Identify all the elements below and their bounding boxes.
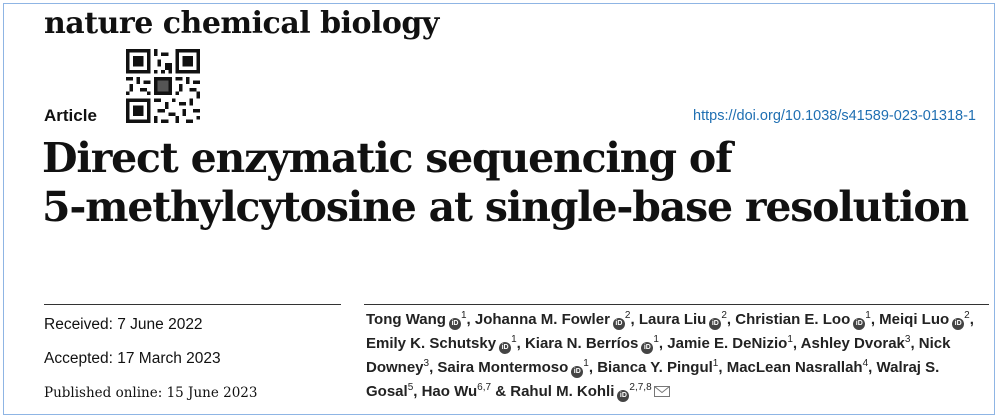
affiliation-marker: 1 — [787, 334, 793, 345]
author-name[interactable]: Laura Liu — [638, 311, 707, 328]
orcid-icon[interactable]: iD — [853, 318, 866, 330]
affiliation-marker: 1 — [511, 334, 517, 345]
accepted-date: Accepted: 17 March 2023 — [44, 350, 221, 367]
divider-left — [44, 304, 341, 305]
author-entry: Walraj S. Gosal5 — [366, 359, 939, 400]
author-name[interactable]: Christian E. Loo — [735, 311, 851, 328]
author-entry: Bianca Y. Pingul1 — [597, 358, 719, 377]
author-entry: Jamie E. DeNizio1 — [667, 334, 793, 353]
author-name[interactable]: Jamie E. DeNizio — [667, 335, 788, 352]
author-entry: Saira Montermoso iD1 — [437, 358, 589, 378]
orcid-icon[interactable]: iD — [952, 318, 965, 330]
qr-code — [126, 49, 200, 123]
published-date: Published online: 15 June 2023 — [44, 385, 258, 401]
envelope-icon[interactable] — [653, 386, 670, 397]
affiliation-marker: 2 — [964, 310, 970, 321]
title-line-2: 5-methylcytosine at single-base resoluti… — [42, 183, 969, 231]
publication-dates: Received: 7 June 2022 Accepted: 17 March… — [44, 314, 258, 416]
author-entry: Johanna M. Fowler iD2 — [474, 310, 631, 330]
orcid-icon[interactable]: iD — [709, 318, 722, 330]
received-date: Received: 7 June 2022 — [44, 316, 203, 333]
author-entry: Tong Wang iD1 — [366, 310, 467, 330]
author-entry: Nick Downey3 — [366, 335, 950, 376]
author-entry: Laura Liu iD2 — [638, 310, 727, 330]
orcid-icon[interactable]: iD — [612, 318, 625, 330]
author-name[interactable]: Rahul M. Kohli — [510, 383, 615, 400]
article-type-label: Article — [44, 106, 97, 125]
article-header-frame: nature chemical biology Article https://… — [3, 3, 995, 415]
divider-right — [364, 304, 989, 305]
affiliation-marker: 3 — [904, 334, 911, 345]
title-line-1: Direct enzymatic sequencing of — [42, 134, 733, 182]
author-name[interactable]: Hao Wu — [421, 383, 478, 400]
journal-name: nature chemical biology — [44, 6, 439, 41]
author-entry: MacLean Nasrallah4 — [726, 358, 869, 377]
author-entry: Rahul M. Kohli iD2,7,8 — [510, 382, 670, 402]
affiliation-marker: 2 — [624, 310, 631, 321]
author-name[interactable]: MacLean Nasrallah — [726, 359, 863, 376]
author-entry: Hao Wu6,7 — [421, 382, 492, 401]
author-name[interactable]: Meiqi Luo — [879, 311, 950, 328]
article-title: Direct enzymatic sequencing of 5-methylc… — [42, 134, 982, 232]
affiliation-marker: 2,7,8 — [629, 382, 652, 393]
orcid-icon[interactable]: iD — [571, 366, 584, 378]
author-name[interactable]: Johanna M. Fowler — [474, 311, 610, 328]
author-name[interactable]: Bianca Y. Pingul — [597, 359, 713, 376]
orcid-icon[interactable]: iD — [448, 318, 461, 330]
author-entry: Kiara N. Berríos iD1 — [524, 334, 659, 354]
author-entry: Meiqi Luo iD2 — [879, 310, 970, 330]
affiliation-marker: 4 — [862, 358, 869, 369]
author-entry: Ashley Dvorak3 — [800, 334, 911, 353]
author-name[interactable]: Ashley Dvorak — [800, 335, 905, 352]
author-name[interactable]: Nick Downey — [366, 335, 951, 376]
orcid-icon[interactable]: iD — [617, 390, 630, 402]
affiliation-marker: 1 — [712, 358, 719, 369]
affiliation-marker: 1 — [865, 310, 871, 321]
affiliation-marker: 1 — [653, 334, 659, 345]
author-name[interactable]: Kiara N. Berríos — [524, 335, 639, 352]
author-entry: Emily K. Schutsky iD1 — [366, 334, 517, 354]
author-name[interactable]: Tong Wang — [366, 311, 446, 328]
author-name[interactable]: Saira Montermoso — [437, 359, 569, 376]
affiliation-marker: 2 — [721, 310, 727, 321]
affiliation-marker: 6,7 — [477, 382, 492, 393]
affiliation-marker: 3 — [423, 358, 430, 369]
affiliation-marker: 5 — [407, 382, 414, 393]
affiliation-marker: 1 — [583, 358, 589, 369]
affiliation-marker: 1 — [460, 310, 467, 321]
author-name[interactable]: Walraj S. Gosal — [366, 359, 940, 400]
author-name[interactable]: Emily K. Schutsky — [366, 335, 497, 352]
orcid-icon[interactable]: iD — [641, 342, 654, 354]
doi-link[interactable]: https://doi.org/10.1038/s41589-023-01318… — [693, 108, 976, 124]
orcid-icon[interactable]: iD — [499, 342, 512, 354]
author-list: Tong Wang iD1, Johanna M. Fowler iD2, Laur… — [366, 310, 974, 402]
author-entry: Christian E. Loo iD1 — [735, 310, 871, 330]
